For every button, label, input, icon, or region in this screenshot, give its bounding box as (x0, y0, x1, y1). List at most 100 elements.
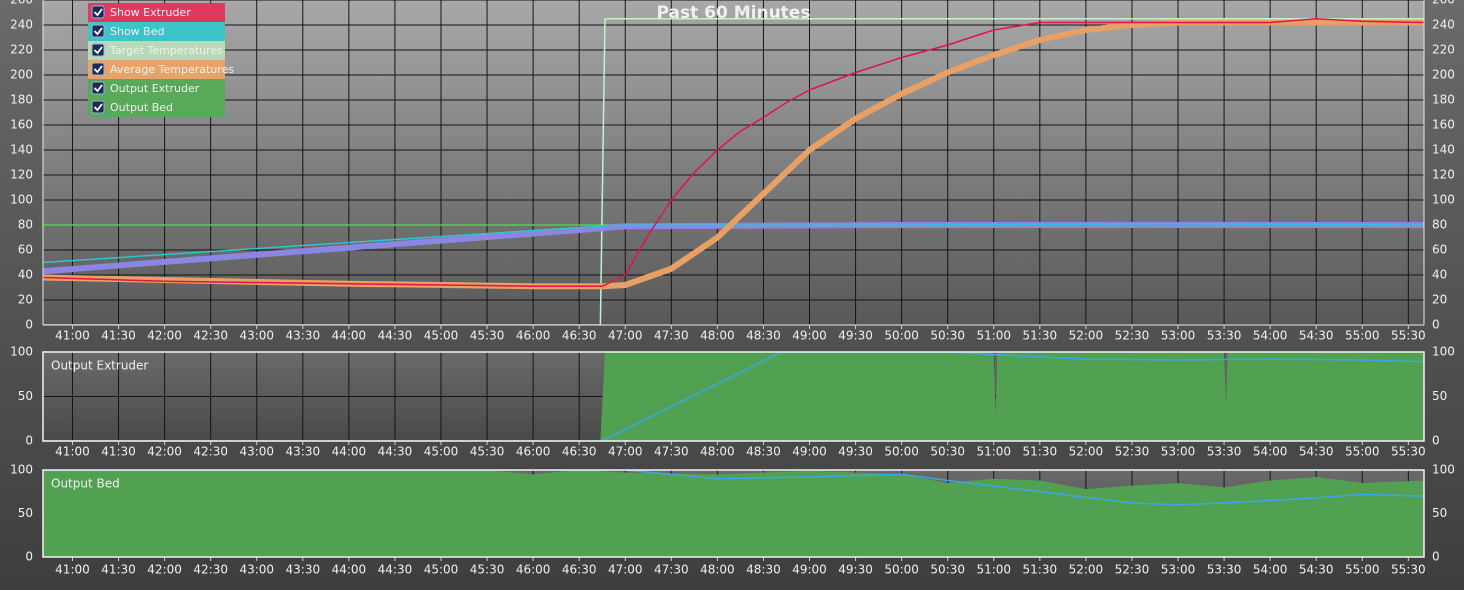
legend-item[interactable]: Output Bed (88, 98, 225, 117)
y2-tick-label: 140 (1432, 143, 1455, 157)
y2-tick-label: 0 (1432, 434, 1440, 448)
legend-item[interactable]: Target Temperatures (88, 41, 225, 60)
x-tick-label: 41:30 (101, 445, 136, 459)
y2-tick-label: 220 (1432, 43, 1455, 57)
legend-item[interactable]: Output Extruder (88, 79, 225, 98)
y2-tick-label: 240 (1432, 18, 1455, 32)
checkbox-check (93, 27, 103, 36)
checkbox[interactable] (91, 5, 105, 19)
x-tick-label: 50:30 (930, 563, 965, 577)
y-tick-label: 100 (10, 345, 33, 359)
output-area (43, 352, 1424, 441)
legend-swatch (88, 41, 225, 60)
y2-tick-label: 160 (1432, 118, 1455, 132)
legend-label: Target Temperatures (109, 44, 223, 57)
y-tick-label: 0 (25, 434, 33, 448)
x-tick-label: 45:30 (470, 563, 505, 577)
x-tick-label: 42:00 (147, 563, 182, 577)
y-tick-label: 80 (18, 218, 33, 232)
y-tick-label: 140 (10, 143, 33, 157)
x-tick-label: 45:00 (424, 563, 459, 577)
y2-tick-label: 60 (1432, 243, 1447, 257)
x-tick-label: 50:30 (930, 329, 965, 343)
x-tick-label: 51:30 (1023, 329, 1058, 343)
checkbox-check (93, 65, 103, 74)
output-area (43, 470, 1424, 557)
checkbox-box (91, 81, 105, 95)
x-tick-label: 53:00 (1161, 445, 1196, 459)
x-tick-label: 54:00 (1253, 329, 1288, 343)
x-tick-label: 48:30 (746, 329, 781, 343)
y2-tick-label: 50 (1432, 389, 1447, 403)
series-line (43, 352, 1424, 441)
x-tick-label: 47:00 (608, 563, 643, 577)
plot-border (42, 469, 1425, 558)
y2-tick-label: 50 (1432, 506, 1447, 520)
x-tick-label: 52:00 (1069, 563, 1104, 577)
x-tick-label: 42:00 (147, 329, 182, 343)
x-tick-label: 42:30 (193, 329, 228, 343)
plot-border (42, 351, 1425, 442)
x-tick-label: 47:30 (654, 563, 689, 577)
x-tick-label: 43:30 (286, 563, 321, 577)
checkbox-box (91, 62, 105, 76)
series-line (43, 470, 1424, 506)
x-tick-label: 52:30 (1115, 563, 1150, 577)
x-tick-label: 46:30 (562, 563, 597, 577)
y-tick-label: 160 (10, 118, 33, 132)
checkbox[interactable] (91, 62, 105, 76)
legend-swatch (88, 98, 225, 117)
y2-tick-label: 260 (1432, 0, 1455, 7)
x-tick-label: 49:00 (792, 563, 827, 577)
x-tick-label: 41:30 (101, 329, 136, 343)
marks (43, 352, 1424, 441)
legend-swatch (88, 79, 225, 98)
legend-item[interactable]: Average Temperatures (88, 60, 234, 79)
x-tick-label: 41:00 (55, 329, 90, 343)
x-tick-label: 51:30 (1023, 563, 1058, 577)
y-tick-label: 0 (25, 318, 33, 332)
series-line (43, 18, 1424, 325)
x-tick-label: 44:30 (378, 329, 413, 343)
x-tick-label: 52:00 (1069, 329, 1104, 343)
y-tick-label: 200 (10, 68, 33, 82)
legend-swatch (88, 3, 225, 22)
grid (43, 0, 1424, 325)
series-line (43, 18, 1424, 287)
x-tick-label: 48:00 (700, 445, 735, 459)
x-tick-label: 41:30 (101, 563, 136, 577)
plot (43, 470, 1424, 557)
x-tick-label: 44:00 (332, 329, 367, 343)
y-tick-label: 120 (10, 168, 33, 182)
y-tick-label: 240 (10, 18, 33, 32)
checkbox-box (91, 5, 105, 19)
x-tick-label: 43:00 (239, 329, 274, 343)
legend-label: Show Extruder (110, 6, 191, 19)
checkbox[interactable] (91, 43, 105, 57)
y2-tick-label: 80 (1432, 218, 1447, 232)
checkbox-box (91, 100, 105, 114)
legend-item[interactable]: Show Extruder (88, 3, 225, 22)
x-tick-label: 51:00 (976, 563, 1011, 577)
x-tick-label: 42:30 (193, 563, 228, 577)
x-tick-label: 43:30 (286, 329, 321, 343)
x-tick-label: 55:00 (1345, 445, 1380, 459)
x-tick-label: 44:00 (332, 445, 367, 459)
checkbox[interactable] (91, 100, 105, 114)
x-tick-label: 53:30 (1207, 563, 1242, 577)
y-tick-label: 100 (10, 463, 33, 477)
legend-item[interactable]: Show Bed (88, 22, 225, 41)
x-tick-label: 52:30 (1115, 445, 1150, 459)
legend-label: Average Temperatures (110, 63, 234, 76)
x-tick-label: 54:30 (1299, 445, 1334, 459)
marks (43, 18, 1424, 325)
plot (43, 0, 1424, 325)
plot (43, 352, 1424, 441)
x-tick-label: 50:30 (930, 445, 965, 459)
checkbox[interactable] (91, 24, 105, 38)
x-tick-label: 43:00 (239, 445, 274, 459)
y-tick-label: 180 (10, 93, 33, 107)
checkbox[interactable] (91, 81, 105, 95)
x-tick-label: 48:00 (700, 563, 735, 577)
x-tick-label: 54:00 (1253, 563, 1288, 577)
